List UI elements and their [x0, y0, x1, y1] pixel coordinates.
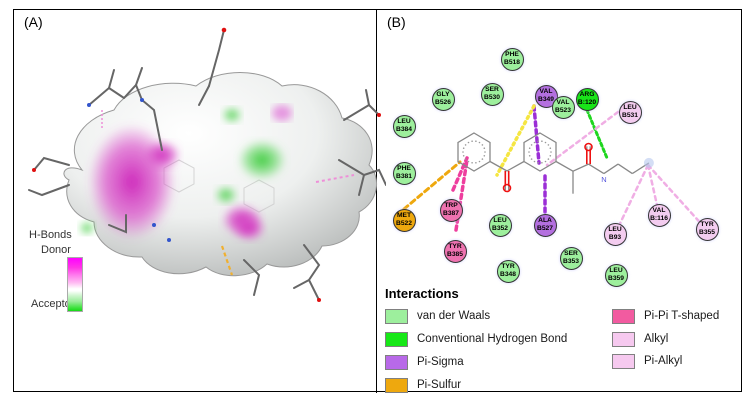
- svg-text:N: N: [601, 175, 606, 184]
